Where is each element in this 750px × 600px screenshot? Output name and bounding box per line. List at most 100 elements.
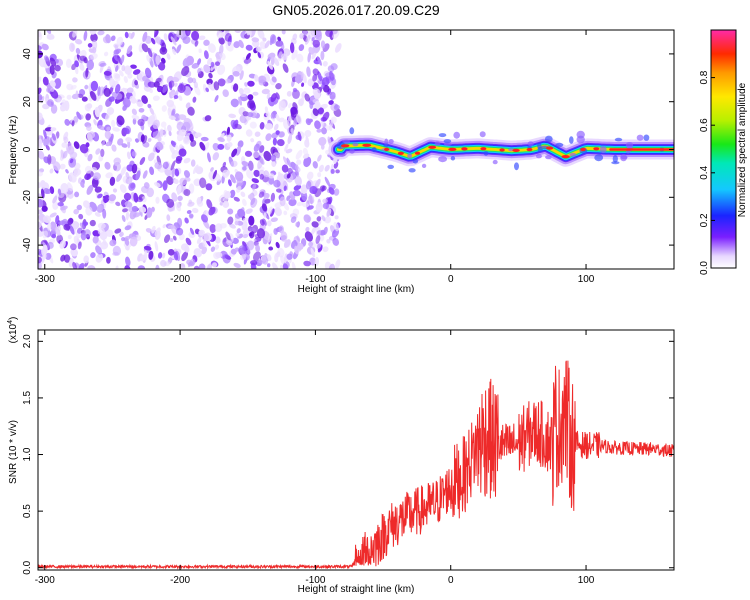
noise-speckle xyxy=(112,127,120,132)
noise-speckle xyxy=(125,211,130,221)
signal-speckle xyxy=(443,139,452,144)
noise-speckle xyxy=(314,100,321,109)
noise-speckle xyxy=(154,36,162,44)
noise-speckle xyxy=(304,93,310,102)
noise-speckle xyxy=(252,91,259,96)
noise-speckle xyxy=(237,220,244,226)
noise-speckle xyxy=(215,61,220,67)
noise-speckle xyxy=(85,206,93,216)
noise-speckle xyxy=(47,99,55,108)
noise-speckle xyxy=(168,130,172,137)
noise-speckle xyxy=(208,72,213,79)
noise-speckle xyxy=(321,215,326,222)
noise-speckle xyxy=(93,119,98,126)
signal-speckle xyxy=(388,139,394,144)
noise-speckle xyxy=(273,179,281,188)
noise-speckle xyxy=(182,135,191,145)
noise-speckle xyxy=(66,83,74,91)
noise-speckle xyxy=(134,80,139,86)
y-tick-label: 1.5 xyxy=(22,391,33,405)
noise-speckle xyxy=(41,205,48,212)
noise-speckle xyxy=(303,156,312,168)
noise-speckle xyxy=(61,142,68,148)
noise-speckle xyxy=(176,121,185,131)
noise-speckle xyxy=(210,167,214,172)
noise-speckle xyxy=(190,159,196,167)
chart-title: GN05.2026.017.20.09.C29 xyxy=(272,2,440,18)
noise-speckle xyxy=(166,99,175,108)
noise-speckle xyxy=(244,150,253,157)
y-tick-label: -40 xyxy=(22,237,33,252)
snr-frame xyxy=(37,329,675,571)
noise-speckle xyxy=(93,172,101,181)
noise-speckle xyxy=(314,120,321,130)
noise-speckle xyxy=(38,182,42,189)
noise-speckle xyxy=(167,224,176,230)
noise-speckle xyxy=(322,61,328,67)
signal-peak-spot xyxy=(414,151,421,155)
noise-speckle xyxy=(224,33,232,42)
signal-speckle xyxy=(438,133,447,138)
noise-speckle xyxy=(162,83,168,94)
noise-speckle xyxy=(121,143,128,148)
noise-speckle xyxy=(90,80,99,92)
noise-speckle xyxy=(49,168,54,174)
noise-speckle xyxy=(286,157,292,168)
noise-speckle xyxy=(272,137,278,146)
noise-speckle xyxy=(312,73,318,82)
noise-speckle xyxy=(197,67,202,75)
noise-speckle xyxy=(286,253,293,260)
signal-peak-spot xyxy=(512,148,520,152)
noise-speckle xyxy=(324,216,332,224)
noise-speckle xyxy=(275,113,280,122)
noise-speckle xyxy=(122,208,128,213)
noise-speckle xyxy=(145,227,152,233)
noise-speckle xyxy=(59,240,66,249)
noise-speckle xyxy=(63,254,71,263)
noise-speckle xyxy=(124,237,130,246)
noise-speckle xyxy=(214,236,221,244)
noise-speckle xyxy=(298,44,305,52)
noise-speckle xyxy=(73,116,79,123)
noise-speckle xyxy=(67,217,74,225)
noise-speckle xyxy=(269,35,275,46)
noise-speckle xyxy=(261,203,268,212)
noise-speckle xyxy=(216,30,222,36)
noise-speckle xyxy=(90,33,98,42)
noise-speckle xyxy=(302,153,310,159)
noise-speckle xyxy=(160,121,167,128)
noise-speckle xyxy=(194,85,201,96)
noise-speckle xyxy=(120,237,126,242)
noise-speckle xyxy=(276,139,285,147)
noise-speckle xyxy=(72,261,77,269)
noise-speckle xyxy=(310,247,316,258)
noise-speckle xyxy=(274,253,279,263)
noise-speckle xyxy=(126,45,133,55)
noise-speckle xyxy=(58,220,66,226)
noise-speckle xyxy=(192,96,197,103)
y-tick-label: 2.0 xyxy=(22,334,33,348)
noise-speckle xyxy=(208,206,216,216)
noise-speckle xyxy=(272,111,276,119)
noise-speckle xyxy=(275,92,280,100)
noise-speckle xyxy=(153,182,161,188)
noise-speckle xyxy=(54,65,61,72)
noise-speckle xyxy=(79,63,85,71)
noise-speckle xyxy=(81,96,88,102)
noise-speckle xyxy=(166,175,174,186)
noise-speckle xyxy=(49,212,57,218)
signal-speckle xyxy=(545,155,552,160)
noise-speckle xyxy=(291,261,296,269)
noise-speckle xyxy=(261,88,270,95)
noise-speckle xyxy=(183,189,191,196)
noise-speckle xyxy=(303,260,311,267)
noise-speckle xyxy=(293,184,302,191)
noise-speckle xyxy=(121,215,126,222)
noise-speckle xyxy=(57,201,64,207)
noise-speckle xyxy=(265,112,269,117)
noise-speckle xyxy=(300,184,308,194)
noise-speckle xyxy=(60,205,68,211)
noise-speckle xyxy=(159,46,168,55)
noise-speckle xyxy=(201,246,208,255)
noise-speckle xyxy=(196,196,202,205)
